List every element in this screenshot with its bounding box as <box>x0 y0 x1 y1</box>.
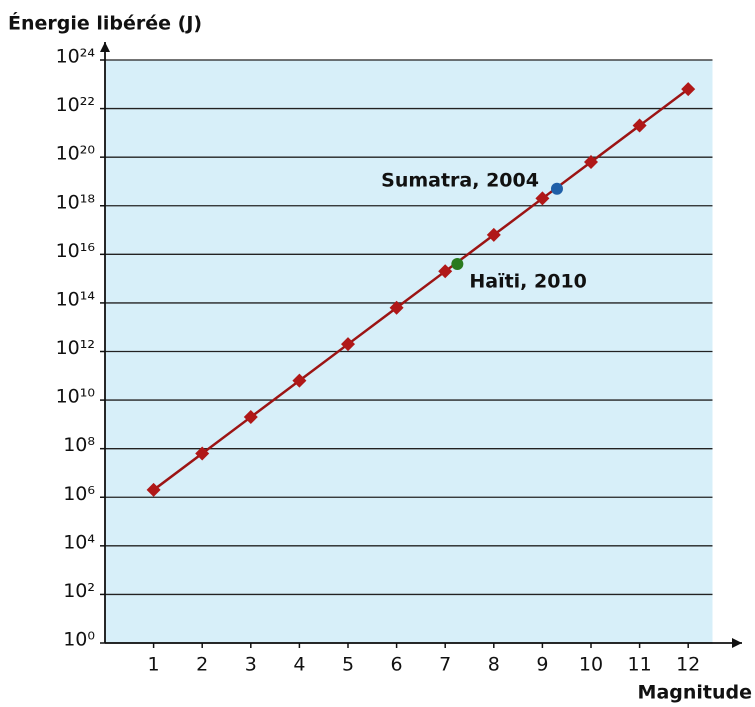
marker <box>438 264 453 279</box>
x-tick-label: 7 <box>439 654 451 676</box>
event-point <box>451 257 464 270</box>
x-axis-arrow <box>732 638 742 648</box>
y-tick-label: 10⁴ <box>63 531 95 553</box>
y-tick-label: 10²⁰ <box>56 143 95 165</box>
y-tick-label: 10¹⁶ <box>56 240 95 262</box>
y-tick-label: 10¹⁰ <box>56 386 95 408</box>
x-tick-label: 8 <box>488 654 500 676</box>
x-tick-label: 6 <box>391 654 403 676</box>
event-label: Sumatra, 2004 <box>381 169 539 191</box>
x-tick-label: 9 <box>536 654 548 676</box>
x-tick-label: 1 <box>148 654 160 676</box>
marker <box>146 482 161 497</box>
y-tick-label: 10² <box>63 580 95 602</box>
y-tick-label: 10¹² <box>56 337 95 359</box>
x-tick-label: 10 <box>579 654 603 676</box>
x-tick-label: 4 <box>293 654 305 676</box>
chart-title: Énergie libérée (J) <box>8 12 202 35</box>
x-axis-label: Magnitude <box>638 682 752 704</box>
marker <box>341 337 355 352</box>
marker <box>389 300 404 315</box>
y-tick-label: 10¹⁴ <box>56 288 96 310</box>
marker <box>195 446 210 461</box>
event-point <box>550 182 563 195</box>
marker <box>486 227 501 242</box>
series-line <box>152 88 689 491</box>
x-tick-label: 12 <box>676 654 700 676</box>
x-tick-label: 11 <box>628 654 652 676</box>
marker <box>535 191 550 206</box>
event-label: Haïti, 2010 <box>469 270 587 292</box>
y-tick-label: 10⁰ <box>63 629 95 651</box>
x-tick-label: 5 <box>342 654 354 676</box>
marker <box>681 82 696 97</box>
marker <box>584 155 598 170</box>
marker <box>292 373 307 388</box>
y-tick-label: 10²⁴ <box>56 46 96 68</box>
y-tick-label: 10¹⁸ <box>56 191 95 213</box>
marker <box>632 118 647 133</box>
y-tick-label: 10⁸ <box>63 434 95 456</box>
x-tick-label: 2 <box>196 654 208 676</box>
x-tick-label: 3 <box>245 654 257 676</box>
y-axis-arrow <box>100 42 110 52</box>
y-tick-label: 10²² <box>56 94 95 116</box>
y-tick-label: 10⁶ <box>63 483 95 505</box>
marker <box>243 410 258 425</box>
